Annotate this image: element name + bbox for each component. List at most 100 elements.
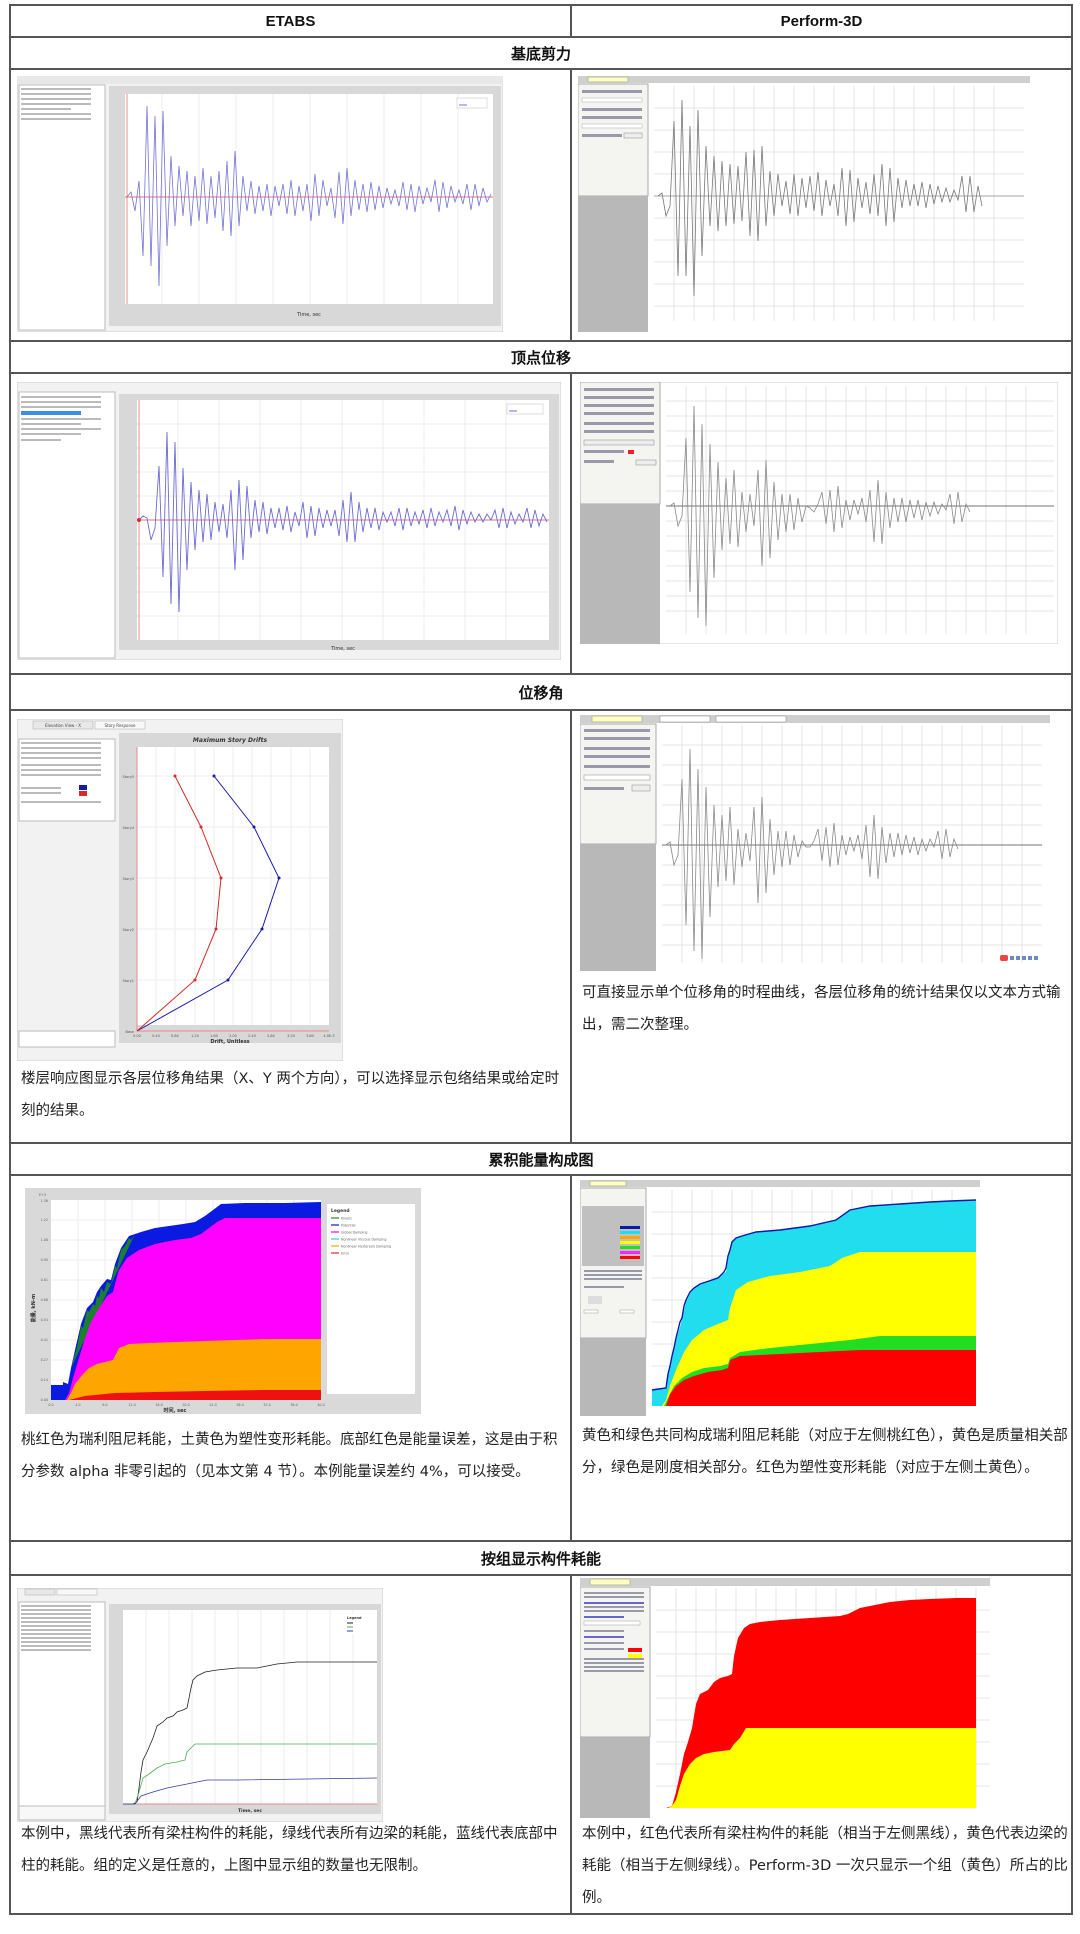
etabs-base-shear-cell: Time, sec	[11, 70, 572, 340]
etabs-story-drift-cell: Elevation View - X Story Response Maximu…	[11, 711, 572, 1142]
story-drift-etabs-caption: 楼层响应图显示各层位移角结果（X、Y 两个方向），可以选择显示包络结果或给定时刻…	[21, 1071, 560, 1119]
svg-text:能量, kN-m: 能量, kN-m	[30, 1294, 37, 1322]
etabs-energy-screenshot: Legend Kinetic Potential Global Damping …	[25, 1188, 421, 1414]
svg-text:32.0: 32.0	[263, 1403, 270, 1407]
svg-text:Nonlinear Viscous Damping: Nonlinear Viscous Damping	[341, 1238, 386, 1242]
svg-text:8.0: 8.0	[102, 1403, 107, 1407]
svg-text:0.00: 0.00	[133, 1034, 141, 1038]
svg-text:0.81: 0.81	[41, 1278, 48, 1282]
svg-text:0.68: 0.68	[41, 1298, 48, 1302]
svg-text:时间, sec: 时间, sec	[164, 1407, 187, 1414]
svg-text:Potential: Potential	[341, 1224, 356, 1228]
svg-text:3.20: 3.20	[287, 1034, 295, 1038]
svg-text:0.54: 0.54	[41, 1318, 48, 1322]
svg-text:Legend: Legend	[331, 1208, 350, 1214]
svg-text:Story Response: Story Response	[104, 723, 136, 728]
column-header-perform3d: Perform-3D	[780, 12, 863, 30]
section-row-story-drift: Elevation View - X Story Response Maximu…	[11, 709, 1071, 1142]
table-header-row: ETABS Perform-3D	[11, 6, 1071, 36]
section-title: 按组显示构件耗能	[480, 1549, 601, 1568]
svg-text:2.00: 2.00	[229, 1034, 237, 1038]
svg-text:4.0: 4.0	[75, 1403, 80, 1407]
svg-text:24.0: 24.0	[209, 1403, 216, 1407]
perform3d-roof-displacement-screenshot	[580, 382, 1058, 644]
section-row-cumulative-energy: Legend Kinetic Potential Global Damping …	[11, 1174, 1071, 1540]
svg-text:Drift, Unitless: Drift, Unitless	[210, 1039, 249, 1045]
svg-text:Time, sec: Time, sec	[238, 1808, 262, 1814]
svg-text:0.00: 0.00	[41, 1398, 48, 1402]
svg-text:Time, sec: Time, sec	[330, 646, 355, 652]
svg-text:Error: Error	[341, 1252, 350, 1256]
etabs-story-drift-screenshot: Elevation View - X Story Response Maximu…	[17, 719, 343, 1061]
svg-text:Story2: Story2	[123, 928, 134, 932]
energy-etabs-caption: 桃红色为瑞利阻尼耗能，土黄色为塑性变形耗能。底部红色是能量误差，这是由于积分参数…	[21, 1432, 558, 1480]
svg-text:2.40: 2.40	[248, 1034, 256, 1038]
etabs-group-energy-screenshot: Legend Time, sec	[17, 1588, 383, 1822]
svg-text:0.0: 0.0	[48, 1403, 53, 1407]
section-row-roof-displacement: Time, sec	[11, 372, 1071, 673]
svg-text:Maximum Story Drifts: Maximum Story Drifts	[193, 737, 268, 744]
etabs-energy-cell: Legend Kinetic Potential Global Damping …	[11, 1176, 572, 1540]
group-energy-etabs-caption: 本例中，黑线代表所有梁柱构件的耗能，绿线代表所有边梁的耗能，蓝线代表底部中柱的耗…	[21, 1826, 558, 1874]
perform3d-base-shear-cell	[572, 70, 1071, 340]
section-row-base-shear: Time, sec	[11, 68, 1071, 340]
svg-text:0.80: 0.80	[171, 1034, 179, 1038]
perform3d-story-drift-screenshot	[580, 715, 1058, 971]
svg-text:1.36: 1.36	[41, 1199, 48, 1203]
svg-text:Story1: Story1	[123, 979, 134, 983]
svg-text:Global Damping: Global Damping	[341, 1231, 368, 1235]
svg-text:E+3: E+3	[39, 1193, 46, 1197]
svg-text:Kinetic: Kinetic	[341, 1217, 352, 1221]
svg-text:3.60: 3.60	[306, 1034, 314, 1038]
svg-text:Story5: Story5	[123, 775, 134, 779]
svg-text:0.14: 0.14	[41, 1378, 48, 1382]
svg-text:4.0E-3: 4.0E-3	[323, 1034, 334, 1038]
svg-text:12.0: 12.0	[128, 1403, 135, 1407]
perform3d-base-shear-screenshot	[578, 76, 1030, 332]
svg-text:Story4: Story4	[123, 826, 135, 830]
energy-perform3d-caption: 黄色和绿色共同构成瑞利阻尼耗能（对应于左侧桃红色），黄色是质量相关部分，绿色是刚…	[582, 1428, 1068, 1476]
etabs-roof-displacement-screenshot: Time, sec	[17, 382, 561, 660]
story-drift-perform3d-caption: 可直接显示单个位移角的时程曲线，各层位移角的统计结果仅以文本方式输出，需二次整理…	[582, 985, 1061, 1033]
perform3d-group-energy-cell: 本例中，红色代表所有梁柱构件的耗能（相当于左侧黑线），黄色代表边梁的耗能（相当于…	[572, 1576, 1071, 1913]
etabs-base-shear-screenshot: Time, sec	[17, 76, 503, 332]
svg-text:0.27: 0.27	[41, 1358, 48, 1362]
svg-text:1.22: 1.22	[41, 1218, 48, 1222]
section-title: 顶点位移	[510, 348, 571, 367]
svg-text:16.0: 16.0	[155, 1403, 162, 1407]
svg-text:Nonlinear Hysteresis Damping: Nonlinear Hysteresis Damping	[341, 1245, 391, 1249]
svg-text:Elevation View - X: Elevation View - X	[45, 723, 81, 728]
svg-text:Time, sec: Time, sec	[296, 312, 321, 318]
column-header-etabs: ETABS	[11, 6, 572, 36]
section-header-group-energy: 按组显示构件耗能	[11, 1540, 1071, 1574]
section-header-base-shear: 基底剪力	[11, 36, 1071, 68]
perform3d-story-drift-cell: 可直接显示单个位移角的时程曲线，各层位移角的统计结果仅以文本方式输出，需二次整理…	[572, 711, 1071, 1142]
svg-text:0.40: 0.40	[152, 1034, 160, 1038]
perform3d-energy-screenshot	[580, 1180, 980, 1416]
etabs-roof-displacement-cell: Time, sec	[11, 374, 572, 673]
svg-text:1.08: 1.08	[41, 1238, 48, 1242]
svg-text:40.0: 40.0	[317, 1403, 324, 1407]
perform3d-energy-cell: 黄色和绿色共同构成瑞利阻尼耗能（对应于左侧桃红色），黄色是质量相关部分，绿色是刚…	[572, 1176, 1071, 1540]
etabs-group-energy-cell: Legend Time, sec 本例中，黑线代表所有梁柱构件的耗能，绿线代表所…	[11, 1576, 572, 1913]
svg-text:Base: Base	[125, 1030, 134, 1034]
section-header-cumulative-energy: 累积能量构成图	[11, 1142, 1071, 1174]
svg-text:Story3: Story3	[123, 877, 134, 881]
svg-text:36.0: 36.0	[290, 1403, 297, 1407]
section-header-story-drift: 位移角	[11, 673, 1071, 709]
perform3d-roof-displacement-cell	[572, 374, 1071, 673]
comparison-table: ETABS Perform-3D 基底剪力	[9, 4, 1073, 1915]
section-header-roof-displacement: 顶点位移	[11, 340, 1071, 372]
section-title: 基底剪力	[510, 44, 571, 63]
svg-text:28.0: 28.0	[236, 1403, 243, 1407]
section-title: 累积能量构成图	[488, 1150, 594, 1169]
section-row-group-energy: Legend Time, sec 本例中，黑线代表所有梁柱构件的耗能，绿线代表所…	[11, 1574, 1071, 1913]
perform3d-group-energy-screenshot	[580, 1578, 994, 1818]
svg-text:1.60: 1.60	[210, 1034, 218, 1038]
svg-text:0.41: 0.41	[41, 1338, 48, 1342]
svg-text:Legend: Legend	[347, 1616, 362, 1620]
svg-text:0.95: 0.95	[41, 1258, 48, 1262]
svg-text:20.0: 20.0	[182, 1403, 189, 1407]
svg-text:1.20: 1.20	[191, 1034, 199, 1038]
section-title: 位移角	[518, 683, 564, 702]
